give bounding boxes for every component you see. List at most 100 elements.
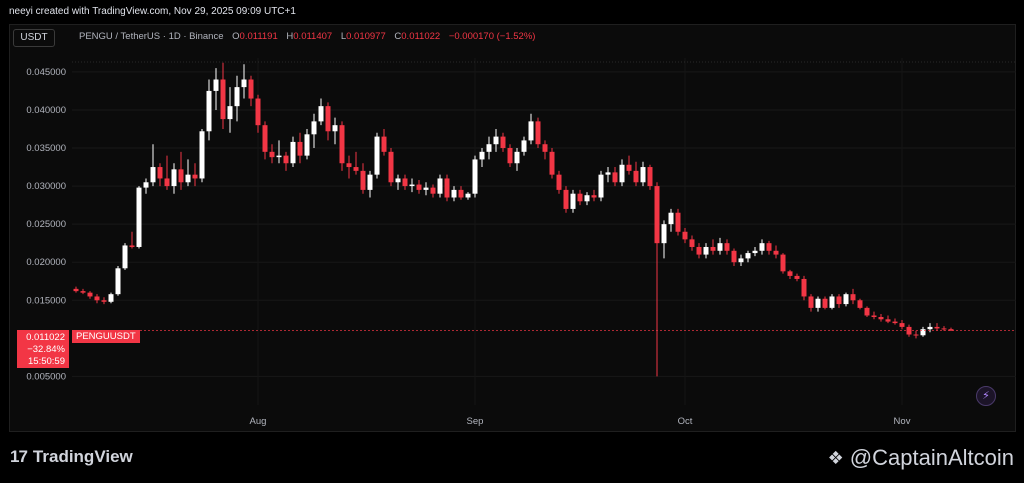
y-tick-label: 0.040000 xyxy=(26,105,66,116)
candle-up xyxy=(227,106,233,120)
candle-up xyxy=(409,184,415,187)
candle-down xyxy=(346,163,352,168)
candle-up xyxy=(514,151,520,164)
candle-up xyxy=(668,212,674,225)
candles xyxy=(73,62,954,377)
symbol-tag: PENGUUSDT xyxy=(72,330,140,343)
candle-up xyxy=(304,134,310,156)
candle-down xyxy=(353,167,359,171)
candle-down xyxy=(220,79,226,120)
candle-up xyxy=(136,187,142,247)
candle-up xyxy=(570,193,576,209)
candle-up xyxy=(143,182,149,188)
candle-down xyxy=(94,296,100,301)
candle-down xyxy=(724,243,730,251)
candle-down xyxy=(626,164,632,171)
y-tick-label: 0.005000 xyxy=(26,371,66,382)
candle-up xyxy=(584,195,590,202)
candle-down xyxy=(73,288,79,292)
chart-attribution: neeyi created with TradingView.com, Nov … xyxy=(9,6,296,17)
lightning-icon[interactable]: ⚡ xyxy=(976,386,996,406)
watermark-text: @CaptainAltcoin xyxy=(849,445,1014,470)
symbol-label[interactable]: PENGU / TetherUS · 1D · Binance xyxy=(79,31,224,42)
candle-up xyxy=(290,141,296,164)
candle-up xyxy=(927,326,933,330)
candle-down xyxy=(535,121,541,145)
candle-down xyxy=(731,250,737,263)
x-tick-label: Oct xyxy=(678,416,693,427)
low-label: L xyxy=(340,31,347,42)
y-tick-label: 0.025000 xyxy=(26,219,66,230)
candle-up xyxy=(332,125,338,132)
open-label: O xyxy=(232,31,240,42)
candle-down xyxy=(402,178,408,187)
candle-down xyxy=(794,275,800,279)
close-value: 0.011022 xyxy=(401,31,441,42)
candle-down xyxy=(885,319,891,322)
candle-up xyxy=(423,187,429,190)
ohlc-legend: PENGU / TetherUS · 1D · Binance O0.01119… xyxy=(79,31,535,42)
candle-down xyxy=(892,321,898,324)
close-label: C xyxy=(394,31,402,42)
low-value: 0.010977 xyxy=(346,31,386,42)
candle-down xyxy=(682,231,688,240)
candle-down xyxy=(878,317,884,320)
candle-down xyxy=(808,296,814,308)
candle-down xyxy=(577,193,583,202)
candle-down xyxy=(500,136,506,149)
candle-up xyxy=(815,298,821,308)
candle-up xyxy=(311,121,317,135)
brand-name: TradingView xyxy=(32,447,133,466)
candle-down xyxy=(360,170,366,190)
candle-down xyxy=(87,292,93,297)
candle-up xyxy=(717,243,723,251)
candle-down xyxy=(654,186,660,244)
candle-down xyxy=(871,315,877,318)
candle-up xyxy=(150,167,156,183)
candle-down xyxy=(633,170,639,183)
candle-down xyxy=(850,294,856,301)
candle-down xyxy=(283,155,289,164)
candle-down xyxy=(269,151,275,158)
candle-down xyxy=(801,278,807,297)
candle-up xyxy=(521,140,527,152)
x-tick-label: Nov xyxy=(894,416,911,427)
candle-up xyxy=(486,144,492,152)
candle-down xyxy=(178,169,184,183)
candle-down xyxy=(164,178,170,187)
candle-down xyxy=(647,167,653,187)
candle-up xyxy=(528,121,534,141)
high-value: 0.011407 xyxy=(293,31,333,42)
candle-up xyxy=(703,246,709,255)
candle-down xyxy=(696,246,702,255)
x-axis: AugSepOctNovDec xyxy=(250,416,911,427)
candle-down xyxy=(325,106,331,132)
candle-down xyxy=(591,195,597,198)
candle-up xyxy=(115,268,121,295)
diamond-logo-icon: ❖ xyxy=(827,447,844,468)
candle-down xyxy=(710,246,716,251)
candle-down xyxy=(444,178,450,198)
currency-selector[interactable]: USDT xyxy=(13,29,55,47)
candle-down xyxy=(339,125,345,164)
candle-down xyxy=(255,98,261,126)
tv-logo-icon: 17 xyxy=(10,447,28,466)
candle-up xyxy=(122,245,128,269)
candle-down xyxy=(822,298,828,308)
candle-down xyxy=(612,172,618,183)
x-tick-label: Sep xyxy=(467,416,484,427)
candle-up xyxy=(479,151,485,160)
candle-down xyxy=(780,254,786,272)
y-tick-label: 0.035000 xyxy=(26,143,66,154)
open-value: 0.011191 xyxy=(239,31,278,42)
candle-down xyxy=(689,239,695,247)
candle-down xyxy=(857,300,863,308)
last-price-tag: 0.011022 −32.84% 15:50:59 xyxy=(17,330,69,368)
chart-frame[interactable] xyxy=(9,24,1016,432)
candle-up xyxy=(108,294,114,302)
candle-up xyxy=(759,243,765,251)
candle-down xyxy=(556,174,562,190)
tradingview-logo: 17 TradingView xyxy=(10,447,133,467)
candle-down xyxy=(248,79,254,99)
